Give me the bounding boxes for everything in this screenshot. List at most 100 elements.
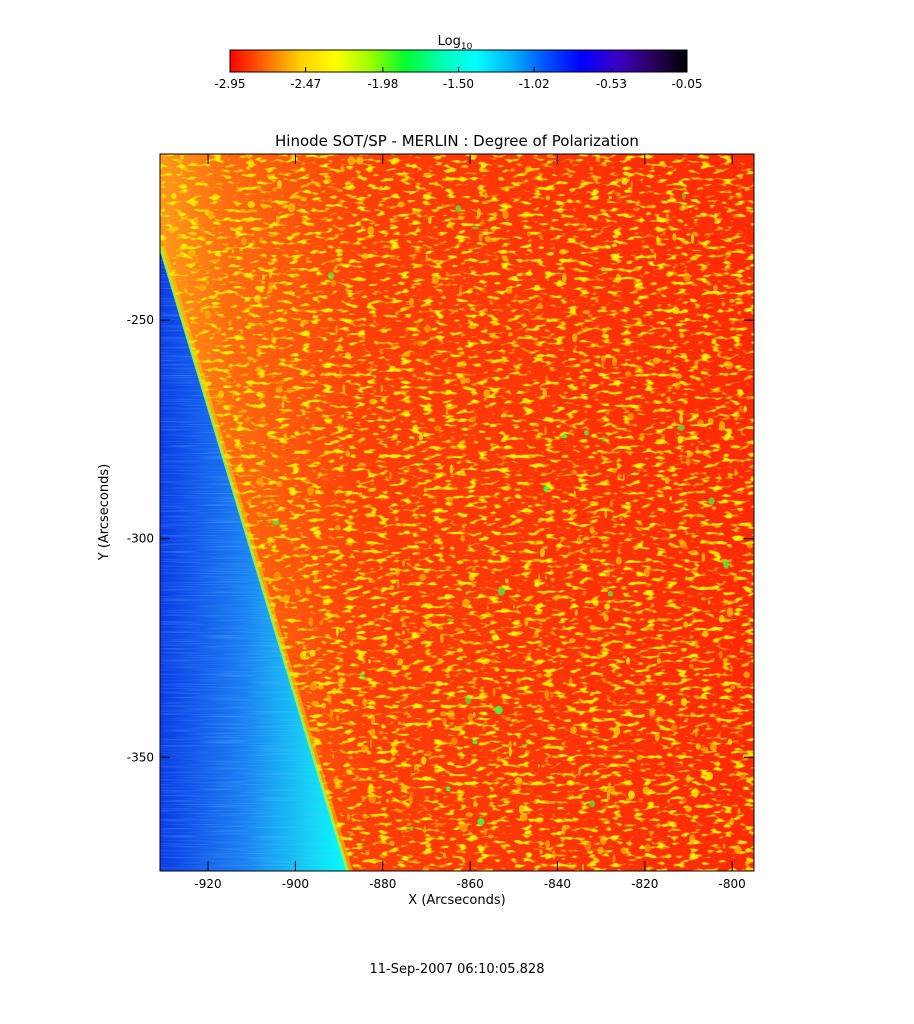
polarization-patch: [572, 333, 578, 343]
polarization-patch: [469, 416, 476, 423]
polarization-patch: [649, 833, 653, 837]
polarization-patch: [550, 727, 556, 732]
polarization-patch: [389, 840, 395, 846]
polarization-patch: [589, 800, 596, 808]
polarization-patch: [450, 737, 458, 745]
polarization-patch: [447, 709, 455, 719]
polarization-patch: [465, 695, 472, 705]
x-tick-label: -860: [456, 877, 483, 891]
polarization-patch: [287, 203, 296, 213]
polarization-patch: [508, 332, 513, 337]
off-limb-texture: [160, 154, 348, 871]
polarization-patch: [424, 620, 433, 628]
polarization-patch: [569, 677, 573, 686]
polarization-patch: [506, 771, 510, 774]
polarization-patch: [268, 282, 273, 292]
polarization-patch: [737, 808, 741, 815]
polarization-patch: [459, 361, 467, 366]
polarization-patch: [743, 671, 750, 678]
polarization-patch: [734, 468, 738, 476]
y-tick-label: -350: [127, 750, 154, 764]
polarization-patch: [256, 366, 262, 373]
plot-title: Hinode SOT/SP - MERLIN : Degree of Polar…: [275, 132, 639, 150]
polarization-patch: [570, 726, 577, 735]
polarization-patch: [526, 231, 532, 237]
polarization-patch: [367, 226, 375, 236]
polarization-patch: [485, 611, 491, 618]
polarization-patch: [743, 405, 747, 413]
polarization-patch: [542, 389, 548, 397]
polarization-patch: [551, 849, 556, 860]
polarization-patch: [622, 473, 626, 481]
polarization-patch: [460, 823, 468, 833]
solar-limb: [160, 245, 350, 871]
polarization-patch: [670, 724, 678, 731]
polarization-patch: [379, 186, 383, 191]
colorbar-tick-label: -1.50: [443, 77, 474, 91]
polarization-patch: [601, 436, 606, 442]
polarization-patch: [512, 604, 516, 609]
polarization-patch: [362, 815, 370, 819]
polarization-patch: [625, 409, 630, 412]
polarization-patch: [328, 272, 335, 280]
polarization-patch: [639, 370, 644, 378]
polarization-patch: [652, 357, 661, 364]
polarization-patch: [333, 784, 342, 790]
polarization-patch: [677, 435, 683, 444]
y-axis-label: Y (Arcseconds): [97, 464, 112, 561]
polarization-patch: [469, 575, 475, 581]
polarization-patch: [612, 854, 616, 863]
polarization-patch: [310, 373, 315, 378]
polarization-patch: [505, 287, 513, 294]
polarization-patch: [317, 684, 324, 690]
polarization-patch: [300, 196, 307, 202]
polarization-patch: [446, 786, 451, 792]
polarization-patch: [688, 664, 694, 669]
polarization-patch: [689, 834, 696, 845]
polarization-patch: [661, 823, 668, 827]
polarization-patch: [734, 846, 742, 854]
polarization-patch: [267, 540, 272, 547]
polarization-patch: [331, 279, 336, 287]
polarization-patch: [337, 671, 342, 677]
polarization-patch: [552, 595, 560, 601]
polarization-patch: [612, 357, 618, 367]
polarization-patch: [601, 361, 604, 368]
polarization-patch: [702, 630, 709, 638]
polarization-patch: [338, 677, 346, 683]
polarization-patch: [465, 591, 469, 595]
polarization-patch: [231, 249, 235, 253]
colorbar-tick-label: -1.02: [519, 77, 550, 91]
polarization-patch: [311, 700, 320, 707]
polarization-patch: [409, 826, 414, 831]
polarization-patch: [459, 285, 462, 295]
polarization-patch: [723, 660, 728, 667]
polarization-patch: [718, 614, 725, 623]
polarization-patch: [725, 361, 733, 370]
polarization-patch: [730, 321, 735, 325]
polarization-patch: [309, 617, 314, 627]
polarization-patch: [613, 726, 621, 736]
polarization-patch: [418, 433, 423, 441]
polarization-patch: [402, 630, 405, 635]
polarization-patch: [654, 252, 657, 261]
polarization-patch: [319, 620, 324, 625]
polarization-patch: [544, 575, 548, 580]
polarization-patch: [271, 332, 274, 337]
polarization-patch: [299, 651, 306, 660]
polarization-patch: [723, 559, 729, 569]
polarization-patch: [571, 469, 577, 475]
polarization-patch: [492, 687, 496, 697]
x-tick-label: -880: [369, 877, 396, 891]
polarization-patch: [644, 844, 651, 852]
polarization-patch: [386, 798, 389, 803]
polarization-patch: [262, 275, 265, 280]
polarization-patch: [431, 275, 439, 285]
polarization-patch: [669, 496, 672, 501]
polarization-patch: [275, 386, 283, 393]
polarization-patch: [604, 509, 608, 519]
polarization-patch: [362, 252, 369, 260]
polarization-patch: [402, 640, 410, 644]
polarization-patch: [643, 567, 650, 578]
polarization-patch: [471, 226, 479, 230]
